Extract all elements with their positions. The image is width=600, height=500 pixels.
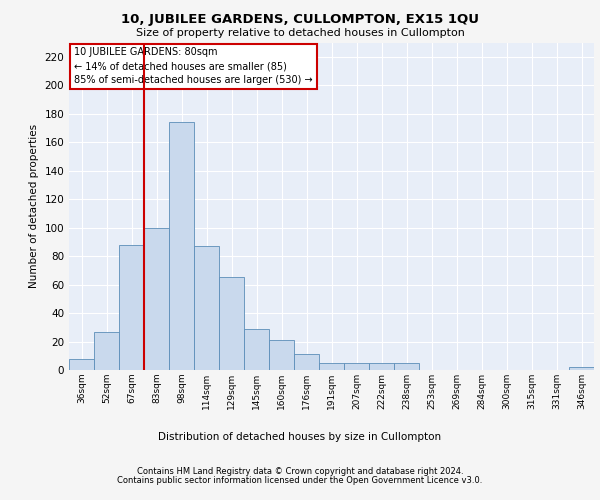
Bar	[369, 363, 394, 370]
Bar	[69, 358, 94, 370]
Bar	[119, 244, 144, 370]
Bar	[219, 278, 244, 370]
Text: 10 JUBILEE GARDENS: 80sqm
← 14% of detached houses are smaller (85)
85% of semi-: 10 JUBILEE GARDENS: 80sqm ← 14% of detac…	[74, 48, 313, 86]
Text: 10, JUBILEE GARDENS, CULLOMPTON, EX15 1QU: 10, JUBILEE GARDENS, CULLOMPTON, EX15 1Q…	[121, 12, 479, 26]
Bar	[269, 340, 294, 370]
Text: Contains HM Land Registry data © Crown copyright and database right 2024.: Contains HM Land Registry data © Crown c…	[137, 467, 463, 476]
Bar	[244, 328, 269, 370]
Bar	[169, 122, 194, 370]
Bar	[144, 228, 169, 370]
Text: Distribution of detached houses by size in Cullompton: Distribution of detached houses by size …	[158, 432, 442, 442]
Bar	[394, 363, 419, 370]
Bar	[294, 354, 319, 370]
Bar	[319, 363, 344, 370]
Text: Contains public sector information licensed under the Open Government Licence v3: Contains public sector information licen…	[118, 476, 482, 485]
Bar	[194, 246, 219, 370]
Bar	[569, 367, 594, 370]
Text: Size of property relative to detached houses in Cullompton: Size of property relative to detached ho…	[136, 28, 464, 38]
Y-axis label: Number of detached properties: Number of detached properties	[29, 124, 39, 288]
Bar	[94, 332, 119, 370]
Bar	[344, 363, 369, 370]
